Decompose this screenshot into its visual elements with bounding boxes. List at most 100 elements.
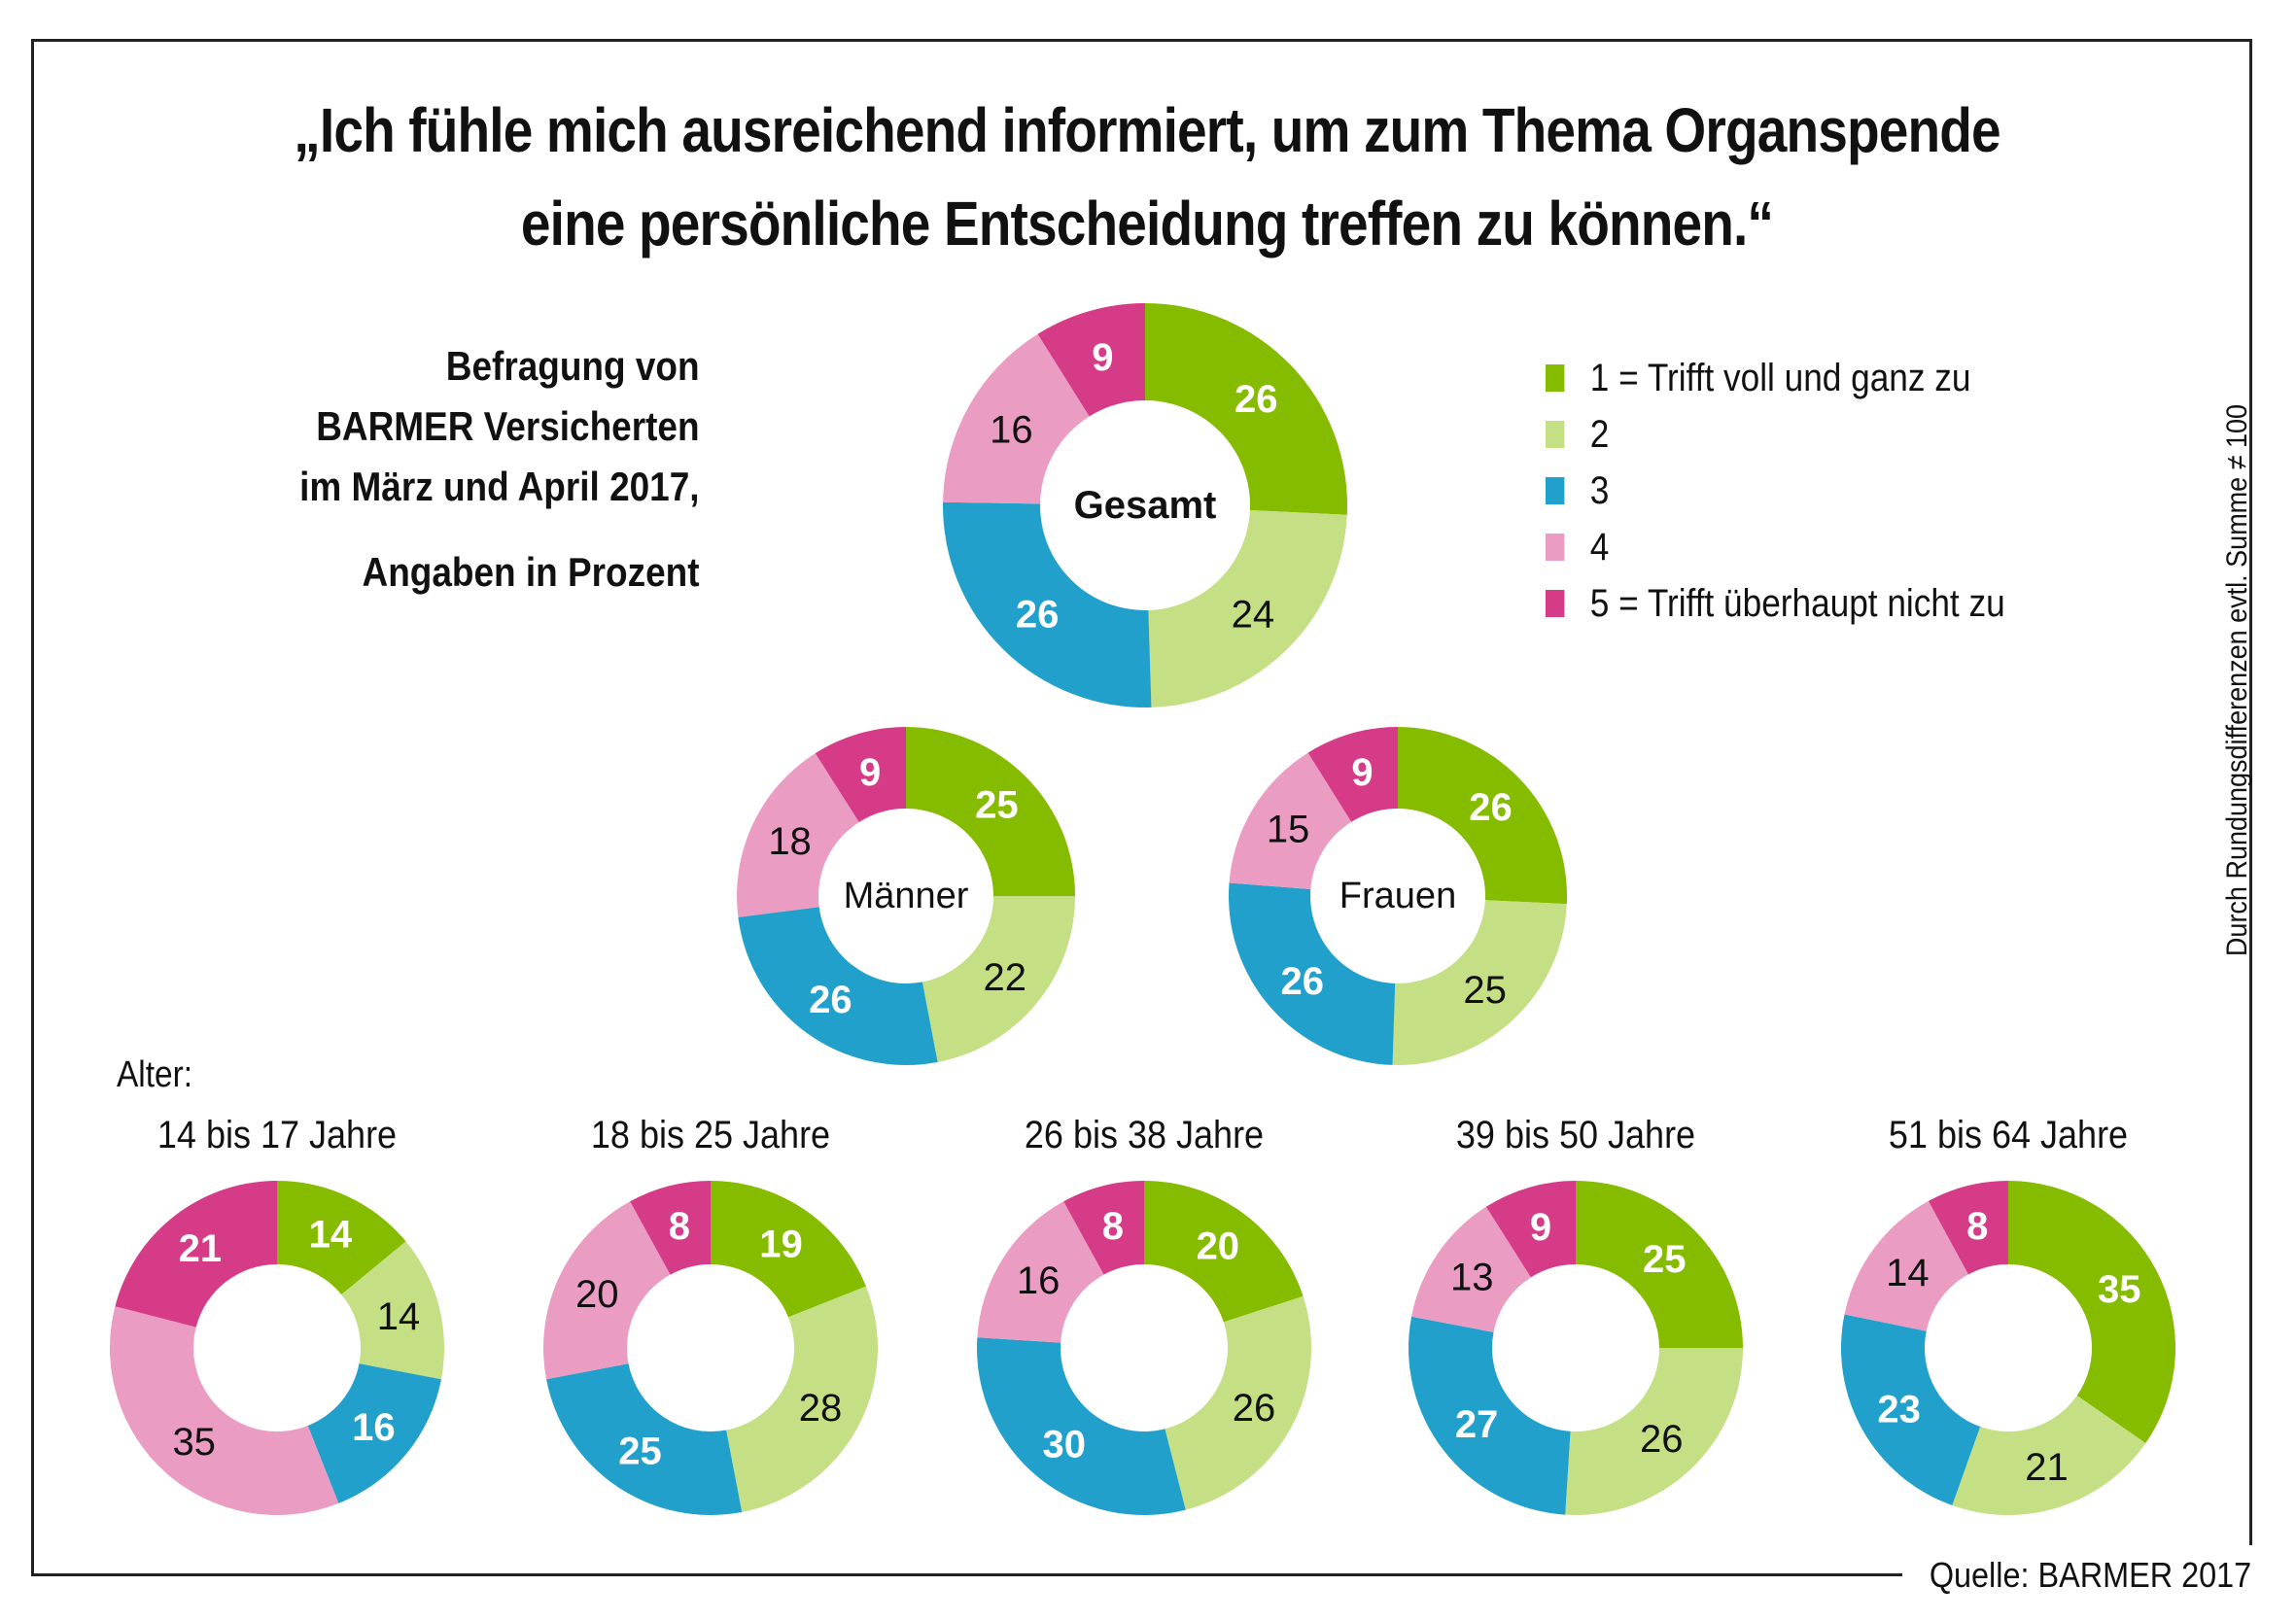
title-line-1: „Ich fühle mich ausreichend informiert, … (294, 95, 2000, 165)
age-label-18-25: 18 bis 25 Jahre (590, 1114, 831, 1156)
data-label-frauen-4: 15 (1267, 809, 1310, 851)
segment-age-14-17-3 (307, 1363, 441, 1503)
segment-age-39-50-4 (1411, 1206, 1531, 1332)
survey-line-3: im März und April 2017, (299, 464, 700, 509)
segment-frauen-2 (1392, 900, 1567, 1066)
frame-right-border (2249, 39, 2252, 1545)
data-label-age-51-64-1: 35 (2098, 1268, 2141, 1311)
donut-gesamt: 26 24 26 16 9 Gesamt (943, 303, 1348, 707)
title-line-2: eine persönliche Entscheidung treffen zu… (520, 189, 1774, 259)
data-label-gesamt-3: 26 (1016, 594, 1060, 637)
data-label-age-14-17-2: 14 (377, 1295, 421, 1338)
segment-age-51-64-5 (1928, 1181, 2008, 1275)
center-label-gesamt: Gesamt (1074, 484, 1217, 527)
data-label-age-26-38-1: 20 (1197, 1225, 1240, 1268)
data-label-age-18-25-5: 8 (669, 1205, 690, 1248)
segment-maenner-2 (922, 896, 1075, 1062)
data-label-age-51-64-4: 14 (1886, 1252, 1930, 1294)
segment-age-18-25-1 (711, 1181, 866, 1318)
data-label-gesamt-5: 9 (1092, 336, 1113, 379)
data-label-frauen-2: 25 (1463, 969, 1507, 1012)
segment-age-18-25-4 (542, 1201, 671, 1380)
segment-age-14-17-5 (115, 1181, 278, 1328)
segment-age-51-64-2 (1952, 1396, 2146, 1515)
chart-title: „Ich fühle mich ausreichend informiert, … (211, 84, 2083, 270)
segment-age-26-38-5 (1063, 1181, 1144, 1275)
legend-swatch-5 (1546, 590, 1565, 617)
data-label-maenner-4: 18 (768, 820, 812, 863)
segment-maenner-1 (906, 727, 1075, 896)
legend: 1 = Trifft voll und ganz zu 2 3 4 5 = Tr… (1546, 350, 2068, 632)
segment-gesamt-2 (1148, 510, 1347, 707)
segment-age-18-25-3 (546, 1363, 743, 1516)
segment-frauen-5 (1307, 727, 1398, 822)
data-label-age-18-25-4: 20 (575, 1273, 619, 1316)
segment-age-18-25-5 (630, 1181, 711, 1275)
data-label-maenner-5: 9 (859, 751, 881, 794)
survey-line-1: Befragung von (446, 343, 700, 389)
segment-age-26-38-1 (1144, 1181, 1304, 1323)
legend-label-5: 5 = Trifft überhaupt nicht zu (1589, 581, 2005, 625)
data-label-maenner-3: 26 (809, 979, 852, 1021)
legend-item-2: 2 (1546, 406, 2005, 463)
data-label-age-26-38-5: 8 (1102, 1205, 1124, 1248)
donut-age-26-38: 20 26 30 16 8 (976, 1181, 1311, 1515)
data-label-age-14-17-1: 14 (309, 1213, 353, 1256)
data-label-age-39-50-5: 9 (1530, 1206, 1551, 1249)
legend-label-3: 3 (1589, 468, 1610, 512)
segment-age-26-38-3 (976, 1337, 1186, 1515)
data-label-age-51-64-5: 8 (1966, 1205, 1988, 1248)
segment-age-26-38-2 (1165, 1295, 1311, 1510)
segment-age-51-64-4 (1844, 1200, 1968, 1331)
data-label-age-18-25-3: 25 (618, 1431, 662, 1473)
segment-age-14-17-1 (277, 1181, 406, 1295)
segment-maenner-4 (737, 753, 859, 917)
legend-swatch-1 (1546, 364, 1565, 392)
segment-maenner-3 (738, 907, 938, 1065)
legend-item-1: 1 = Trifft voll und ganz zu (1546, 350, 2005, 406)
chart-frame (31, 39, 2251, 1576)
donut-age-18-25: 19 28 25 20 8 (542, 1181, 879, 1516)
legend-label-1: 1 = Trifft voll und ganz zu (1589, 356, 1971, 399)
age-label-14-17: 14 bis 17 Jahre (157, 1114, 398, 1156)
segment-age-39-50-1 (1576, 1181, 1743, 1348)
segment-gesamt-4 (943, 333, 1090, 504)
data-label-age-26-38-3: 30 (1043, 1423, 1087, 1466)
frame-bottom-border (31, 1573, 1902, 1576)
data-label-age-18-25-1: 19 (759, 1223, 803, 1265)
data-label-frauen-5: 9 (1351, 751, 1373, 794)
data-label-age-14-17-4: 35 (172, 1421, 216, 1464)
donut-maenner: 25 22 26 18 9 Männer (737, 727, 1075, 1065)
donut-age-39-50: 25 26 27 13 9 (1409, 1181, 1743, 1515)
data-label-age-26-38-2: 26 (1233, 1387, 1276, 1430)
segment-age-39-50-3 (1409, 1316, 1571, 1515)
data-label-age-18-25-2: 28 (799, 1387, 843, 1430)
source-note: Quelle: BARMER 2017 (1929, 1555, 2251, 1595)
survey-line-4: Angaben in Prozent (362, 549, 700, 595)
donut-frauen: 26 25 26 15 9 Frauen (1229, 727, 1567, 1066)
segment-frauen-4 (1229, 752, 1352, 890)
center-label-frauen: Frauen (1339, 876, 1456, 916)
data-label-age-14-17-5: 21 (179, 1227, 223, 1270)
legend-swatch-2 (1546, 421, 1565, 448)
segment-age-51-64-3 (1841, 1314, 1981, 1506)
donut-age-51-64: 35 21 23 14 8 (1841, 1181, 2175, 1515)
legend-swatch-4 (1546, 534, 1565, 561)
data-label-gesamt-4: 16 (990, 408, 1033, 451)
data-label-age-39-50-3: 27 (1455, 1403, 1499, 1446)
data-label-age-51-64-2: 21 (2025, 1446, 2069, 1489)
segment-gesamt-3 (943, 501, 1152, 707)
donut-age-14-17: 14 14 16 35 21 (110, 1181, 445, 1515)
data-label-frauen-3: 26 (1280, 960, 1324, 1003)
segment-age-51-64-1 (2008, 1181, 2175, 1444)
age-label-51-64: 51 bis 64 Jahre (1888, 1114, 2129, 1156)
legend-label-4: 4 (1589, 525, 1610, 569)
data-label-age-39-50-2: 26 (1640, 1418, 1684, 1461)
data-label-age-39-50-1: 25 (1643, 1238, 1687, 1281)
segment-age-18-25-2 (726, 1286, 879, 1512)
segment-age-39-50-5 (1485, 1181, 1576, 1278)
segment-age-14-17-4 (110, 1306, 339, 1515)
data-label-gesamt-1: 26 (1235, 378, 1278, 421)
legend-item-3: 3 (1546, 463, 2005, 519)
